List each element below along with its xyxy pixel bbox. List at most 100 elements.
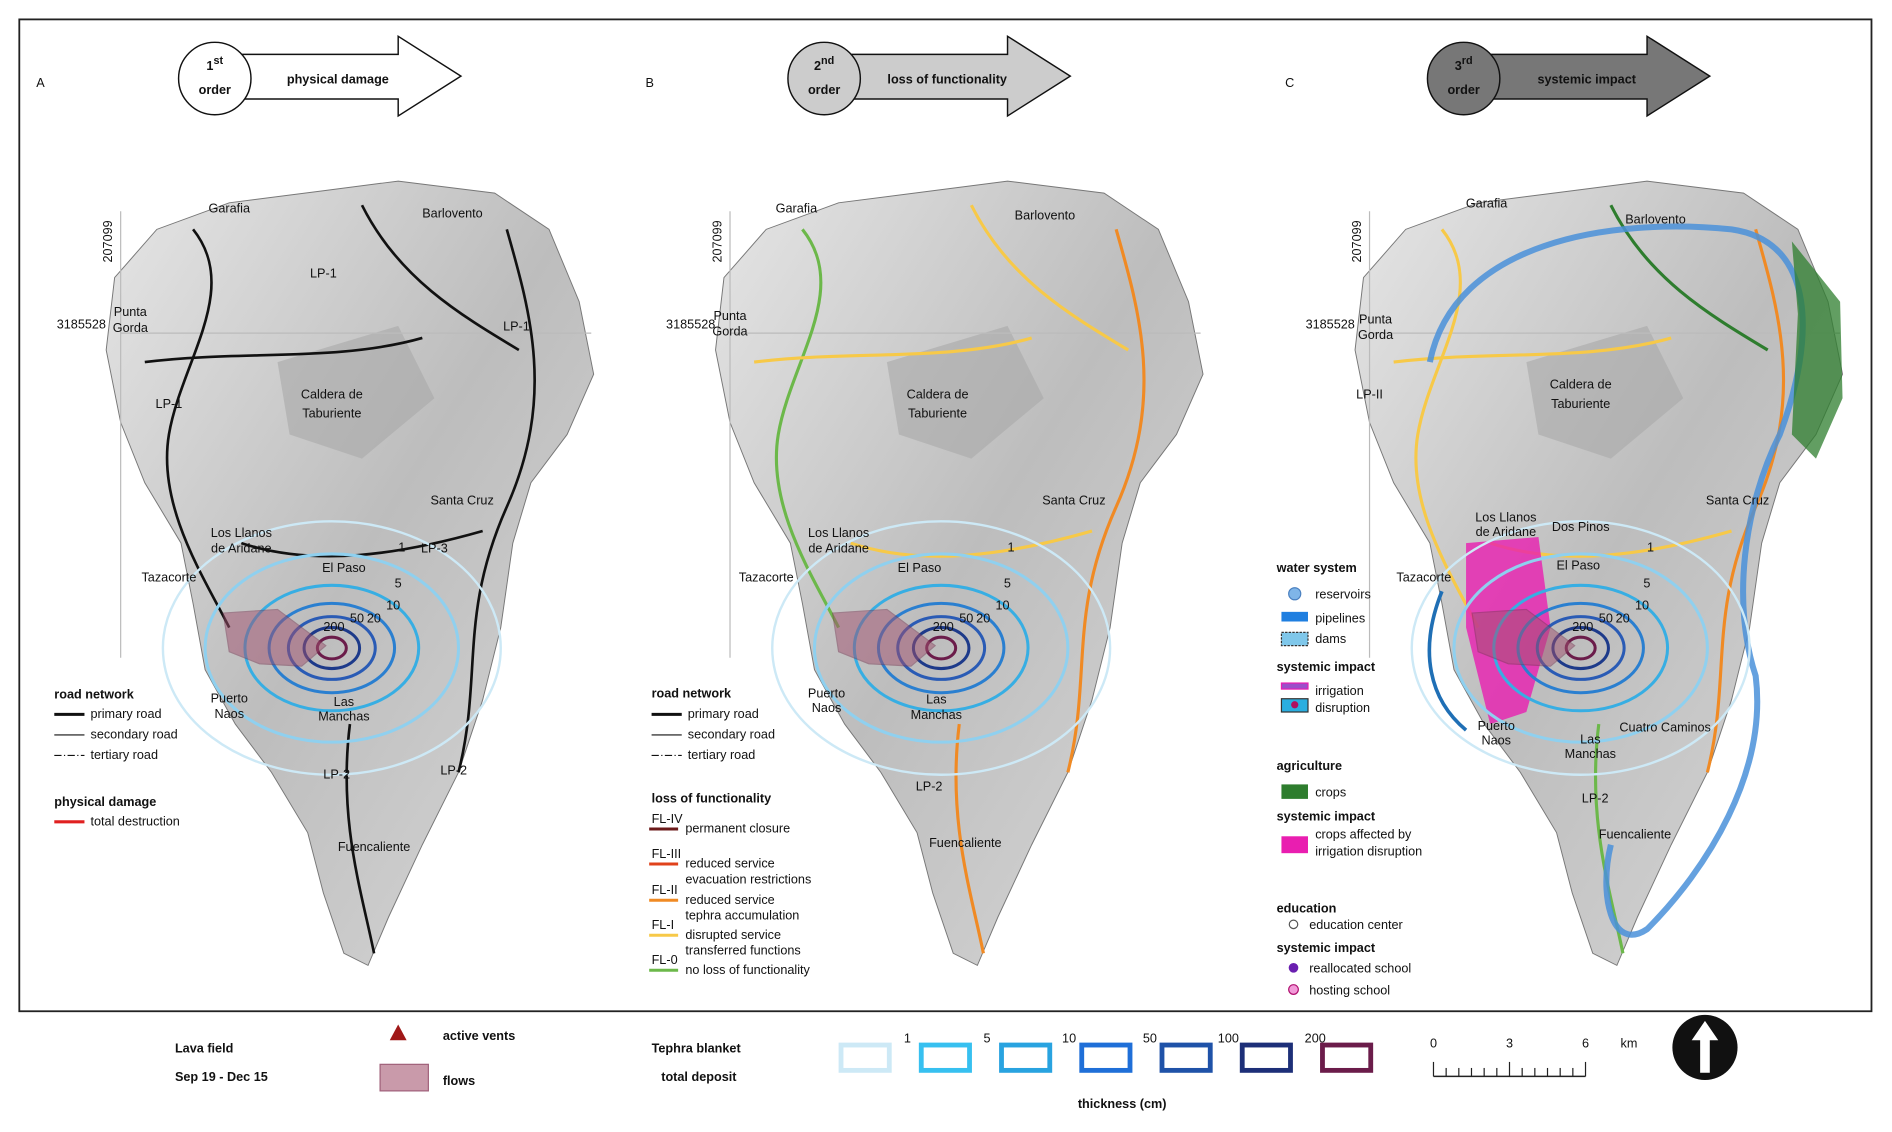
tephra-level: 5 bbox=[984, 1032, 991, 1046]
fl-code: FL-I bbox=[652, 918, 675, 932]
tephra-contour bbox=[203, 552, 461, 744]
legend-item: reservoirs bbox=[1315, 588, 1371, 602]
contour-label: 10 bbox=[995, 598, 1009, 612]
place-name: Fuencaliente bbox=[929, 836, 1001, 850]
caldera bbox=[1526, 325, 1684, 459]
legend-item: primary road bbox=[90, 707, 161, 721]
place-name: Manchas bbox=[318, 709, 369, 723]
lava-flow bbox=[1471, 608, 1576, 667]
road bbox=[1066, 228, 1146, 773]
order-circle bbox=[177, 41, 252, 116]
order-digit: 2 bbox=[814, 59, 821, 73]
legend-item: crops bbox=[1315, 785, 1346, 799]
legend-item: reallocated school bbox=[1309, 962, 1411, 976]
road bbox=[969, 204, 1130, 352]
legend-item: dams bbox=[1315, 632, 1346, 646]
contour-label: 1 bbox=[1647, 541, 1654, 555]
road bbox=[360, 204, 520, 352]
legend-item: irrigation bbox=[1315, 684, 1364, 698]
legend-sample bbox=[1280, 631, 1309, 647]
tephra-contour bbox=[812, 552, 1070, 744]
coordinate-label: 207099 bbox=[711, 220, 725, 262]
legend-title: road network bbox=[54, 688, 134, 702]
tephra-level: 10 bbox=[1062, 1032, 1076, 1046]
contour-label: 20 bbox=[1616, 612, 1630, 626]
tephra-swatch bbox=[1320, 1042, 1374, 1073]
legend-sample bbox=[1288, 984, 1299, 995]
road bbox=[1414, 228, 1480, 629]
legend-title: loss of functionality bbox=[652, 792, 772, 806]
legend-item: secondary road bbox=[90, 728, 177, 742]
legend-item: flows bbox=[443, 1074, 475, 1088]
place-name: LP-II bbox=[1356, 387, 1383, 401]
tephra-level: 100 bbox=[1218, 1032, 1239, 1046]
place-name: LP-1 bbox=[503, 320, 530, 334]
place-name: Taburiente bbox=[908, 407, 967, 421]
place-name: Puerto bbox=[808, 687, 845, 701]
legend-item: disruption bbox=[1315, 701, 1370, 715]
legend-title: education bbox=[1277, 901, 1337, 915]
place-name: Naos bbox=[214, 707, 244, 721]
contour-label: 20 bbox=[367, 612, 381, 626]
lava-dates: Sep 19 - Dec 15 bbox=[175, 1070, 268, 1084]
coordinate-label: 207099 bbox=[1350, 220, 1364, 262]
place-name: Garafia bbox=[209, 201, 251, 215]
place-name: Gorda bbox=[113, 321, 149, 335]
legend-item: crops affected by bbox=[1315, 828, 1412, 842]
legend-item: no loss of functionality bbox=[685, 963, 810, 977]
tephra-contour bbox=[1452, 552, 1709, 744]
scale-label: 0 bbox=[1430, 1036, 1437, 1050]
contour-label: 200 bbox=[323, 620, 344, 634]
place-name: Punta bbox=[1359, 312, 1393, 326]
frame bbox=[18, 18, 1873, 1013]
order-number: 3rd bbox=[1455, 55, 1473, 73]
order-suffix: rd bbox=[1462, 55, 1473, 67]
tephra-level: 200 bbox=[1305, 1032, 1326, 1046]
order-arrow bbox=[1489, 34, 1712, 118]
order-word: order bbox=[808, 83, 840, 97]
pipeline bbox=[1426, 223, 1806, 938]
contour-label: 10 bbox=[386, 598, 400, 612]
place-name: El Paso bbox=[898, 561, 942, 575]
contour-label: 5 bbox=[1643, 577, 1650, 591]
thickness-label: thickness (cm) bbox=[1078, 1097, 1167, 1111]
place-name: Las bbox=[1580, 732, 1600, 746]
contour-label: 1 bbox=[1008, 541, 1015, 555]
road bbox=[144, 336, 423, 364]
scale-label: 3 bbox=[1506, 1036, 1513, 1050]
road bbox=[774, 228, 841, 629]
place-name: Taburiente bbox=[302, 407, 361, 421]
panel-label: A bbox=[36, 76, 45, 90]
place-name: Garafia bbox=[776, 201, 818, 215]
legend-item: permanent closure bbox=[685, 822, 790, 836]
lava-flow bbox=[222, 608, 327, 667]
order-arrow bbox=[240, 34, 463, 118]
place-name: LP-2 bbox=[1582, 792, 1609, 806]
order-digit: 3 bbox=[1455, 59, 1462, 73]
order-number: 2nd bbox=[814, 55, 834, 73]
contour-label: 200 bbox=[1572, 620, 1593, 634]
legend-item: active vents bbox=[443, 1029, 515, 1043]
order-arrow bbox=[849, 34, 1072, 118]
order-circle bbox=[1426, 41, 1501, 116]
legend-item: pipelines bbox=[1315, 612, 1365, 626]
fl-code: FL-III bbox=[652, 847, 682, 861]
legend-item: evacuation restrictions bbox=[685, 872, 811, 886]
order-suffix: st bbox=[213, 55, 223, 67]
scale-unit: km bbox=[1621, 1036, 1638, 1050]
map-panel bbox=[1354, 180, 1844, 967]
place-name: Tazacorte bbox=[739, 571, 794, 585]
road bbox=[954, 723, 985, 954]
crops bbox=[1791, 241, 1843, 459]
legend-item: total destruction bbox=[90, 814, 179, 828]
tephra-level: 1 bbox=[904, 1032, 911, 1046]
legend-sample bbox=[1281, 611, 1308, 622]
tephra-title: Tephra blanket bbox=[652, 1041, 742, 1055]
legend-sample bbox=[1288, 962, 1299, 973]
panel-label: B bbox=[646, 76, 654, 90]
place-name: LP-1 bbox=[156, 397, 183, 411]
contour-label: 50 bbox=[350, 612, 364, 626]
legend-item: reduced service bbox=[685, 857, 774, 871]
lava-flow bbox=[831, 608, 937, 667]
